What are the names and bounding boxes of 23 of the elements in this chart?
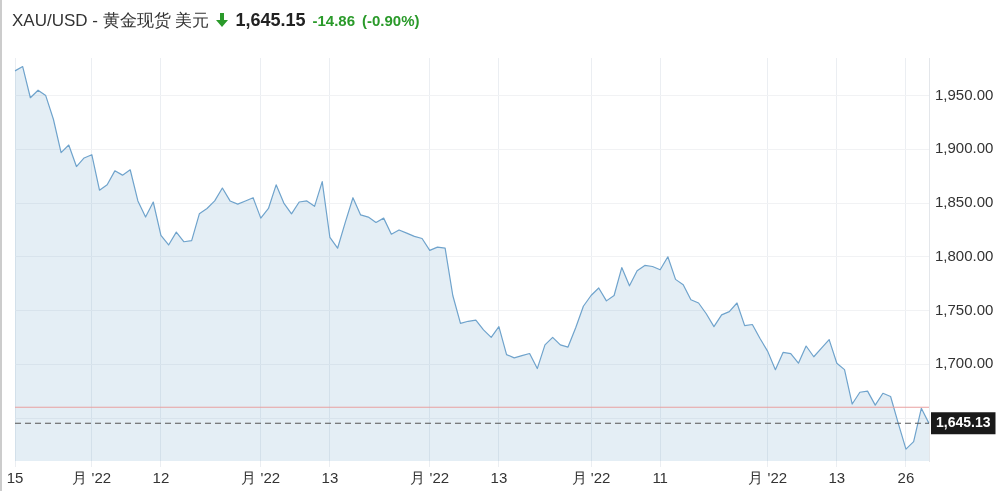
- x-tick-label: 月 '22: [410, 469, 450, 487]
- y-tick-label: 1,950.00: [935, 85, 994, 103]
- x-tick-label: 15: [6, 469, 24, 487]
- x-tick-label: 月 '22: [72, 469, 112, 487]
- y-tick-label: 1,800.00: [935, 246, 994, 264]
- text: (-0.90%): [362, 11, 420, 29]
- x-tick-label: 13: [321, 469, 339, 487]
- x-tick-label: 月 '22: [748, 469, 788, 487]
- x-tick-label: 13: [490, 469, 508, 487]
- ref-line-label: 1,645.13: [936, 414, 991, 431]
- y-tick-label: 1,750.00: [935, 300, 994, 318]
- x-tick-label: 11: [652, 469, 668, 487]
- y-tick-label: 1,700.00: [935, 354, 994, 372]
- x-tick-label: 月 '22: [571, 469, 611, 487]
- x-tick-label: 13: [828, 469, 846, 487]
- y-tick-label: 1,850.00: [935, 193, 994, 211]
- x-tick-label: 月 '22: [241, 469, 281, 487]
- text: -14.86: [312, 11, 356, 29]
- x-tick-label: 12: [152, 469, 170, 487]
- y-tick-label: 1,900.00: [935, 139, 994, 157]
- text: 1,645.15: [235, 9, 306, 31]
- chart-title: XAU/USD - 黄金现货 美元: [12, 9, 210, 32]
- x-tick-label: 26: [897, 469, 915, 487]
